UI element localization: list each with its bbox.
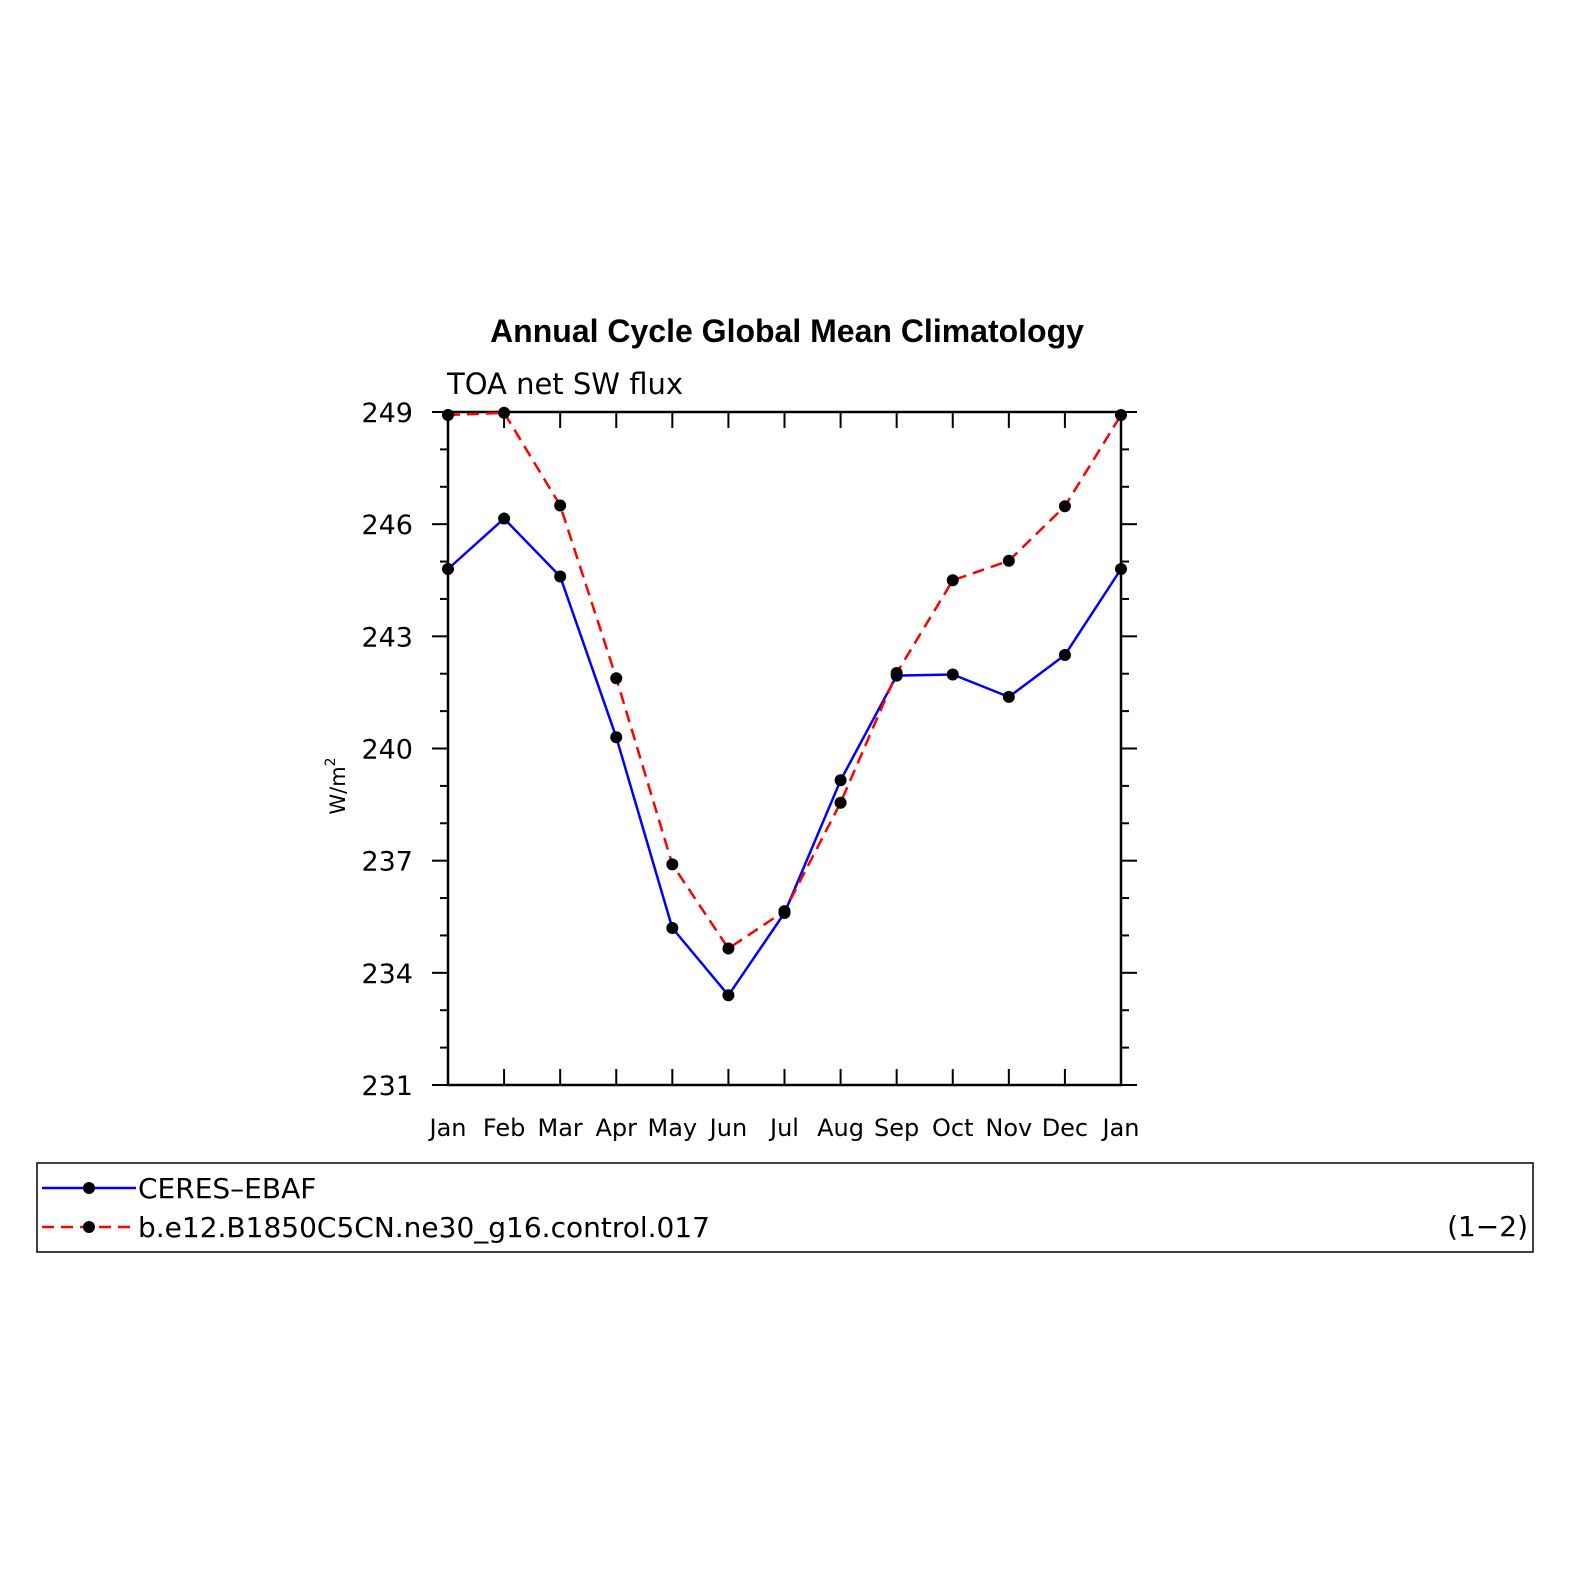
series-1-point xyxy=(1002,690,1015,703)
y-tick-label-237: 237 xyxy=(361,847,413,878)
chart-title: Annual Cycle Global Mean Climatology xyxy=(490,313,1084,349)
series-1-point xyxy=(442,563,454,576)
x-tick-label-mar: Mar xyxy=(538,1114,583,1142)
series-2-point xyxy=(442,408,454,421)
x-tick-label-may: May xyxy=(648,1114,698,1142)
y-tick-label-234: 234 xyxy=(361,959,413,990)
legend: CERES–EBAF b.e12.B1850C5CN.ne30_g16.contr… xyxy=(42,1172,710,1244)
series-1-point xyxy=(1115,563,1127,576)
series-line-1 xyxy=(447,517,1123,997)
series-2-point xyxy=(778,905,791,918)
y-axis-label-unit: W/m xyxy=(326,766,350,814)
x-tick-label-jun: Jun xyxy=(708,1114,748,1142)
series-2-point xyxy=(554,499,567,512)
series-1-point xyxy=(834,774,847,787)
series-1-point xyxy=(1058,649,1071,662)
y-tick-label-249: 249 xyxy=(361,398,413,429)
series-2-point xyxy=(722,942,735,955)
y-tick-label-240: 240 xyxy=(361,735,413,766)
x-tick-label-jan: Jan xyxy=(1101,1114,1140,1142)
series-2-point xyxy=(1058,500,1071,513)
series-2-point xyxy=(1002,554,1015,567)
series-2-point xyxy=(498,406,511,419)
series-1-point xyxy=(722,989,735,1002)
plot-area: Jan Feb Mar Apr May Jun Jul Aug Sep Oct Nov Dec Jan 2… xyxy=(361,398,1139,1142)
x-tick-label-oct: Oct xyxy=(932,1114,974,1142)
series-line-2 xyxy=(447,411,1123,950)
x-tick-label-apr: Apr xyxy=(595,1114,637,1142)
series-2-point xyxy=(1115,408,1127,421)
legend-marker-1 xyxy=(83,1182,95,1194)
x-tick-label-sep: Sep xyxy=(874,1114,919,1142)
x-tick-label-nov: Nov xyxy=(985,1114,1032,1142)
y-tick-label-246: 246 xyxy=(361,510,413,541)
series-2-point xyxy=(946,574,959,587)
chart-subtitle: TOA net SW flux xyxy=(446,367,683,401)
panel-annotation: (1−2) xyxy=(1447,1210,1528,1243)
x-tick-label-jul: Jul xyxy=(768,1114,799,1142)
series-1-point xyxy=(666,921,679,934)
series-1-point xyxy=(610,731,623,744)
series-1-point xyxy=(554,570,567,583)
legend-marker-2 xyxy=(83,1221,95,1233)
svg-text:W/m2: W/m2 xyxy=(323,757,350,814)
x-tick-label-dec: Dec xyxy=(1042,1114,1088,1142)
plot-frame xyxy=(446,410,1123,1087)
x-tick-label-aug: Aug xyxy=(817,1114,864,1142)
x-tick-label-jan: Jan xyxy=(428,1114,467,1142)
legend-label-1: CERES–EBAF xyxy=(138,1172,316,1205)
legend-label-2: b.e12.B1850C5CN.ne30_g16.control.017 xyxy=(138,1211,710,1244)
series-1-point xyxy=(498,512,511,525)
y-tick-label-231: 231 xyxy=(361,1071,413,1102)
series-2-point xyxy=(890,666,903,679)
y-tick-label-243: 243 xyxy=(361,622,413,653)
y-axis-label-superscript: 2 xyxy=(323,757,339,766)
series-2-point xyxy=(666,858,679,871)
x-tick-label-feb: Feb xyxy=(483,1114,526,1142)
series-2-point xyxy=(610,672,623,685)
y-axis-label: W/m2 xyxy=(323,757,350,814)
series-2-point xyxy=(834,796,847,809)
legend-box xyxy=(36,1162,1534,1253)
series-1-point xyxy=(946,668,959,681)
